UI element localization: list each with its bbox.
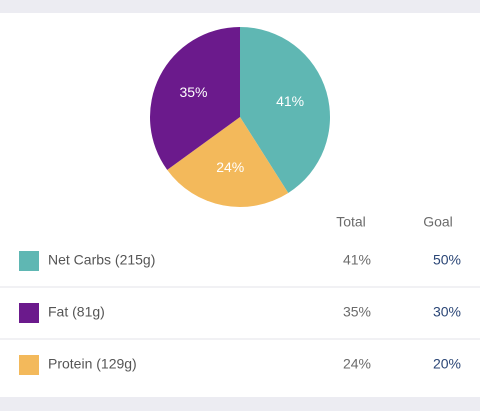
color-swatch (19, 303, 39, 323)
row-label: Protein (129g) (48, 356, 137, 372)
row-label: Fat (81g) (48, 304, 105, 320)
slice-label: 24% (216, 159, 244, 175)
row-goal: 50% (433, 252, 461, 268)
column-header: Total (336, 214, 366, 230)
row-total: 35% (343, 304, 371, 320)
row-label: Net Carbs (215g) (48, 252, 155, 268)
pie-slice (167, 117, 289, 207)
slice-label: 41% (276, 93, 304, 109)
column-header: Goal (423, 214, 453, 230)
row-goal: 20% (433, 356, 461, 372)
row-goal: 30% (433, 304, 461, 320)
slice-label: 35% (179, 84, 207, 100)
pie-chart: 41% 24% 35% (150, 26, 331, 207)
color-swatch (19, 355, 39, 375)
row-total: 41% (343, 252, 371, 268)
pie-slice (150, 26, 240, 170)
pie-slice (240, 27, 331, 193)
table: Net Carbs (215g) 41% 50% Fat (81g) 35% 30% Pro… (0, 251, 480, 375)
row-total: 24% (343, 356, 371, 372)
color-swatch (19, 251, 39, 271)
